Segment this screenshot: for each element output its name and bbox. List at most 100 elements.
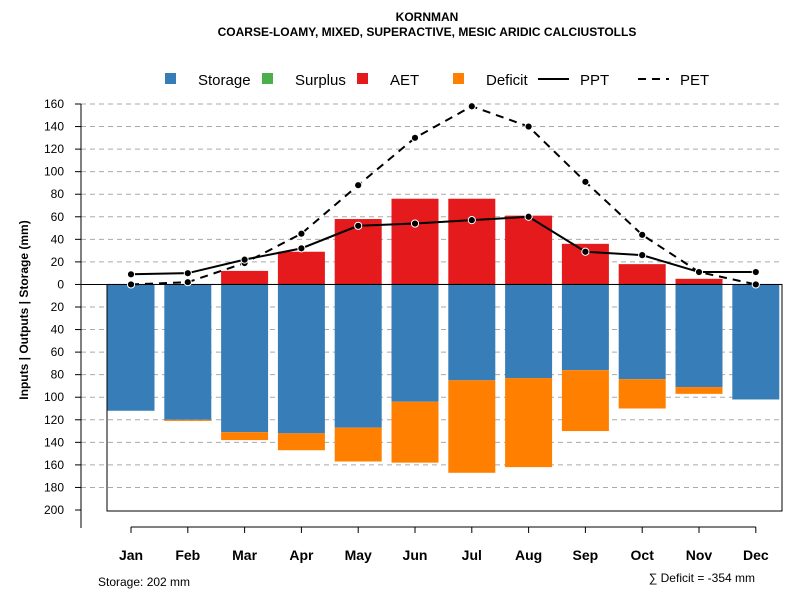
bar-aet-apr [277, 251, 325, 285]
y-tick-label: 20 [51, 255, 65, 269]
line-ppt [130, 215, 756, 276]
y-tick-label: 180 [44, 480, 64, 494]
legend-swatch-surplus [262, 73, 273, 84]
y-axis-label: Inputs | Outputs | Storage (mm) [17, 220, 31, 399]
bar-aet-jul [448, 198, 496, 285]
bar-storage-apr [277, 284, 325, 434]
y-tick-label: 40 [51, 232, 65, 246]
point-ppt-feb [183, 269, 192, 278]
y-tick-label: 160 [44, 458, 64, 472]
x-tick-label-dec: Dec [743, 547, 769, 563]
lines-group [126, 102, 760, 289]
bar-storage-oct [618, 284, 666, 380]
legend-swatch-storage [165, 73, 176, 84]
bar-deficit-oct [618, 379, 666, 409]
bar-deficit-apr [277, 433, 325, 451]
y-tick-label: 60 [51, 345, 65, 359]
bar-storage-aug [505, 284, 553, 379]
bar-aet-nov [675, 278, 723, 285]
y-tick-label: 80 [51, 187, 65, 201]
bar-storage-dec [732, 284, 780, 400]
point-pet-dec [751, 280, 760, 289]
chart-subtitle: COARSE-LOAMY, MIXED, SUPERACTIVE, MESIC … [218, 25, 637, 39]
plot-frame [106, 283, 783, 512]
x-tick-label-may: May [345, 547, 372, 563]
point-ppt-may [354, 221, 363, 230]
bar-storage-feb [164, 284, 212, 420]
bar-deficit-jul [448, 380, 496, 473]
bar-storage-jun [391, 284, 439, 402]
bar-deficit-feb [164, 419, 212, 421]
y-tick-label: 100 [44, 390, 64, 404]
bar-deficit-sep [561, 370, 609, 432]
y-tick-label: 200 [44, 503, 64, 517]
bar-aet-may [334, 219, 382, 285]
point-pet-jan [126, 280, 136, 289]
point-pet-may [354, 181, 363, 190]
bar-deficit-aug [505, 378, 553, 468]
bar-storage-sep [561, 284, 609, 371]
y-tick-label: 0 [57, 277, 64, 291]
bar-storage-may [334, 284, 382, 428]
point-pet-oct [638, 230, 647, 239]
bar-storage-nov [675, 284, 723, 388]
point-ppt-apr [297, 244, 306, 253]
y-tick-label: 140 [44, 120, 64, 134]
bars-group [107, 198, 780, 473]
point-ppt-jan [126, 270, 136, 279]
x-tick-label-aug: Aug [515, 547, 542, 563]
y-tick-label: 100 [44, 165, 64, 179]
x-axis: Jan Feb Mar Apr May Jun Jul Aug Sep Oct Nov Dec [119, 526, 769, 563]
x-tick-label-jun: Jun [403, 547, 428, 563]
bar-deficit-jun [391, 401, 439, 463]
deficit-note: ∑ Deficit = -354 mm [649, 571, 755, 585]
point-pet-apr [297, 229, 306, 238]
bar-storage-jul [448, 284, 496, 381]
y-tick-label: 120 [44, 142, 64, 156]
bar-deficit-nov [675, 387, 723, 394]
y-tick-label: 40 [51, 323, 65, 337]
legend-label-pet: PET [680, 72, 709, 89]
bar-aet-mar [221, 270, 269, 285]
x-tick-label-feb: Feb [175, 547, 200, 563]
x-tick-label-oct: Oct [631, 547, 655, 563]
y-axis: 160 140 120 100 80 60 40 200 20 40 60 80 100 120 140 16… [44, 97, 82, 528]
legend-label-deficit: Deficit [486, 72, 529, 89]
point-ppt-mar [240, 255, 249, 264]
legend-label-ppt: PPT [580, 72, 609, 89]
x-tick-label-apr: Apr [289, 547, 314, 563]
point-ppt-nov [694, 267, 704, 277]
legend-label-aet: AET [390, 72, 419, 89]
point-pet-feb [183, 278, 192, 287]
bar-deficit-mar [221, 432, 269, 441]
x-tick-label-jan: Jan [119, 547, 143, 563]
point-pet-jul [467, 102, 476, 111]
x-tick-label-sep: Sep [573, 547, 599, 563]
point-ppt-oct [638, 251, 647, 260]
y-tick-label: 120 [44, 413, 64, 427]
legend-label-storage: Storage [198, 72, 251, 89]
point-ppt-dec [751, 267, 760, 277]
point-pet-sep [581, 177, 590, 186]
chart-title: KORNMAN [396, 10, 459, 24]
y-tick-label: 60 [51, 210, 65, 224]
y-tick-label: 80 [51, 368, 65, 382]
line-pet [130, 105, 757, 286]
x-tick-label-jul: Jul [462, 547, 482, 563]
legend-swatch-deficit [453, 73, 464, 84]
bar-deficit-may [334, 427, 382, 462]
x-tick-label-nov: Nov [686, 547, 713, 563]
point-ppt-jun [410, 219, 420, 228]
point-ppt-jul [467, 216, 476, 225]
y-tick-label: 160 [44, 97, 64, 111]
chart-legend: Storage Surplus AET Deficit PPT PET [165, 72, 709, 89]
point-ppt-aug [524, 212, 533, 221]
legend-label-surplus: Surplus [295, 72, 346, 89]
point-ppt-sep [581, 247, 590, 256]
y-tick-label: 140 [44, 435, 64, 449]
point-pet-jun [410, 133, 420, 142]
bar-storage-jan [107, 284, 155, 411]
bar-aet-oct [618, 264, 666, 285]
x-tick-label-mar: Mar [232, 547, 257, 563]
